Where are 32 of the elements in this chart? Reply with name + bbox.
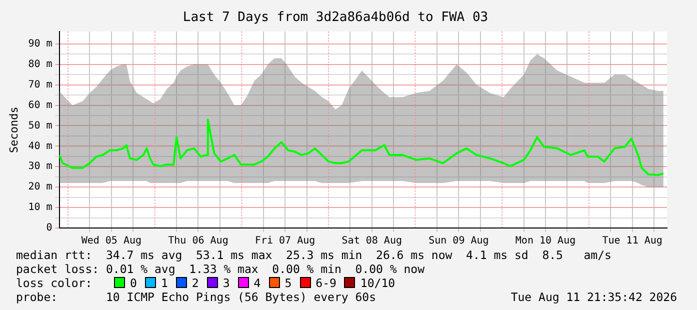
legend-label: 10/10 bbox=[360, 276, 396, 290]
y-tick-label: 80 m bbox=[28, 58, 52, 70]
y-tick-label: 30 m bbox=[28, 161, 52, 172]
text: packet loss: 0.01 % avg 1.33 % max 0.00 % min 0.00 % now bbox=[16, 262, 424, 276]
x-tick-label: Mon 10 Aug bbox=[515, 236, 576, 247]
legend-label: 5 bbox=[284, 276, 292, 290]
y-tick-label: 20 m bbox=[28, 182, 52, 193]
chart-title: Last 7 Days from 3d2a86a4b06d to FWA 03 bbox=[182, 10, 488, 26]
legend-label: 4 bbox=[254, 276, 261, 290]
x-tick-label: Sun 09 Aug bbox=[428, 236, 489, 247]
legend-label: 0 bbox=[130, 276, 137, 290]
x-tick-label: Wed 05 Aug bbox=[81, 236, 142, 247]
legend-label: 3 bbox=[222, 276, 230, 290]
x-tick-label: Fri 07 Aug bbox=[254, 236, 316, 247]
y-tick-label: 50 m bbox=[28, 120, 52, 132]
y-tick-label: 90 m bbox=[28, 38, 52, 50]
x-tick-label: Thu 06 Aug bbox=[168, 236, 228, 247]
y-tick-label: 10 m bbox=[28, 202, 52, 214]
y-axis-title: Seconds bbox=[7, 106, 20, 153]
y-tick-label: 40 m bbox=[28, 140, 52, 152]
y-tick-label: 60 m bbox=[28, 100, 52, 111]
text: Tue Aug 11 21:35:42 2026 bbox=[510, 290, 677, 304]
legend-label: 1 bbox=[160, 276, 168, 290]
y-tick-label: 0 bbox=[46, 222, 52, 234]
text: probe: 10 ICMP Echo Pings (56 Bytes) every 60s bbox=[16, 290, 376, 304]
legend-label: 2 bbox=[192, 276, 199, 290]
x-tick-label: Tue 11 Aug bbox=[602, 236, 662, 247]
legend-label: 6-9 bbox=[316, 276, 336, 290]
legend-title: loss color: bbox=[16, 276, 92, 290]
x-tick-label: Sat 08 Aug bbox=[342, 236, 402, 247]
y-tick-label: 70 m bbox=[28, 79, 52, 90]
text: median rtt: 34.7 ms avg 53.1 ms max 25.3 ms min 26.6 ms now 4.1 ms sd 8.5 am/s bbox=[16, 248, 612, 262]
